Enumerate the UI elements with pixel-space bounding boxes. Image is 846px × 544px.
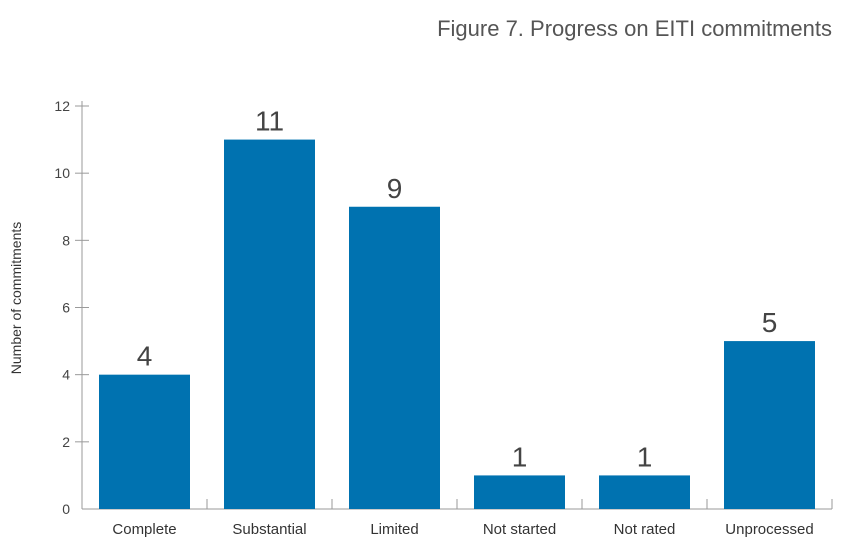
bar bbox=[99, 374, 190, 509]
x-tick-label: Substantial bbox=[232, 521, 306, 538]
y-tick-label: 10 bbox=[54, 165, 70, 181]
bars bbox=[99, 139, 815, 510]
y-tick-label: 4 bbox=[62, 367, 70, 383]
y-tick-label: 6 bbox=[62, 300, 70, 316]
x-tick-label: Not started bbox=[483, 521, 556, 538]
data-label: 1 bbox=[637, 441, 653, 472]
bar bbox=[474, 475, 565, 509]
data-label: 5 bbox=[762, 307, 778, 338]
bar bbox=[349, 206, 440, 509]
y-tick-label: 12 bbox=[54, 98, 70, 114]
axes: 0 2 4 6 8 10 12 bbox=[54, 98, 833, 517]
x-tick-label: Limited bbox=[370, 521, 418, 538]
x-tick-label: Not rated bbox=[614, 521, 676, 538]
bar bbox=[224, 139, 315, 510]
chart-title: Figure 7. Progress on EITI commitments bbox=[437, 16, 832, 41]
y-axis-label: Number of commitments bbox=[8, 222, 24, 374]
bar bbox=[724, 341, 815, 509]
bar bbox=[599, 475, 690, 509]
y-tick-label: 8 bbox=[62, 232, 70, 248]
x-tick-label: Unprocessed bbox=[725, 521, 813, 538]
data-label: 9 bbox=[387, 173, 403, 204]
data-label: 11 bbox=[255, 106, 284, 137]
data-label: 1 bbox=[512, 441, 528, 472]
y-tick-label: 0 bbox=[62, 501, 70, 517]
x-tick-label: Complete bbox=[112, 521, 176, 538]
y-tick-label: 2 bbox=[62, 434, 70, 450]
data-label: 4 bbox=[137, 341, 153, 372]
data-labels: 4 Complete 11 Substantial 9 Limited 1 Not start… bbox=[112, 106, 813, 538]
